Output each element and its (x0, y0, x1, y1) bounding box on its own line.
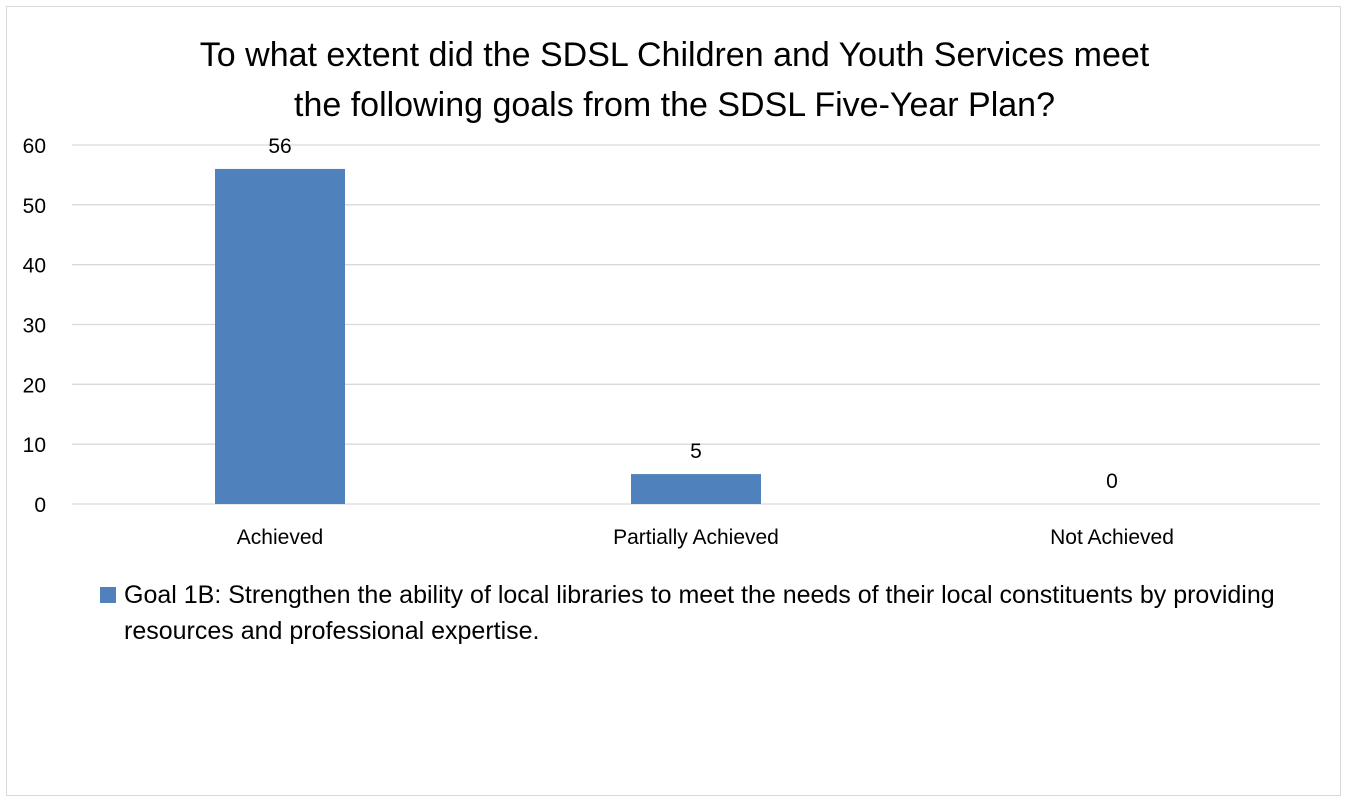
bars (215, 168, 761, 504)
legend-label: Goal 1B: Strengthen the ability of local… (124, 581, 1275, 645)
y-tick-label: 10 (23, 434, 46, 457)
x-axis-ticks: Achieved Partially Achieved Not Achieved (237, 526, 1174, 549)
chart-title-line-2: the following goals from the SDSL Five-Y… (294, 86, 1055, 124)
bar-partially-achieved (631, 474, 761, 504)
bar-achieved (215, 168, 345, 504)
y-tick-label: 40 (23, 255, 46, 278)
x-tick-label: Not Achieved (1050, 526, 1174, 549)
data-label: 56 (268, 135, 291, 158)
y-tick-label: 30 (23, 315, 46, 338)
data-label: 5 (690, 440, 702, 463)
y-tick-label: 0 (34, 494, 46, 517)
y-tick-label: 50 (23, 195, 46, 218)
x-tick-label: Partially Achieved (613, 526, 779, 549)
chart-title: To what extent did the SDSL Children and… (0, 30, 1349, 130)
x-tick-label: Achieved (237, 526, 323, 549)
legend: Goal 1B: Strengthen the ability of local… (100, 577, 1300, 649)
data-label: 0 (1106, 470, 1118, 493)
y-tick-label: 60 (23, 135, 46, 158)
chart-title-line-1: To what extent did the SDSL Children and… (199, 36, 1150, 74)
y-tick-label: 20 (23, 374, 46, 397)
y-axis-ticks: 0 10 20 30 40 50 60 (23, 135, 46, 517)
legend-swatch (100, 587, 116, 603)
data-labels: 56 5 0 (268, 135, 1118, 493)
